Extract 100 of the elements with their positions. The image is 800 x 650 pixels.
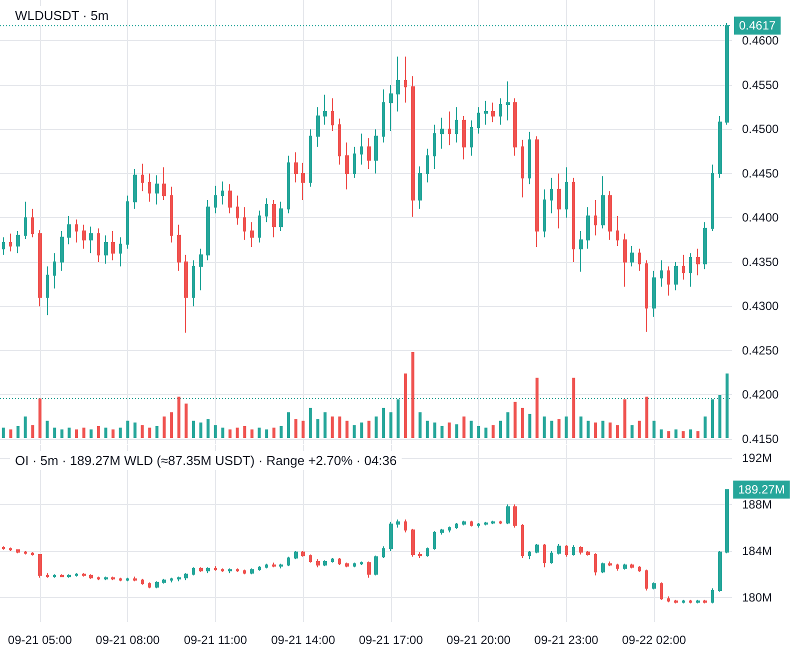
candlestick: [382, 546, 385, 558]
candlestick: [316, 106, 320, 148]
candlestick: [528, 550, 531, 560]
bar: [433, 422, 436, 438]
candlestick: [711, 588, 714, 604]
bar: [579, 416, 582, 438]
candlestick: [579, 230, 583, 272]
x-tick-label: 09-21 17:00: [358, 633, 424, 647]
bar: [586, 420, 590, 438]
candlestick: [491, 102, 495, 123]
bar: [170, 412, 174, 438]
ref-line-label: 0.4617: [739, 18, 776, 33]
candlestick: [67, 215, 71, 245]
candlestick: [382, 88, 385, 143]
bar: [572, 378, 576, 438]
candlestick: [155, 580, 159, 589]
candlestick: [265, 563, 268, 569]
y-tick-label: 188M: [742, 497, 772, 512]
bar: [440, 426, 444, 438]
bar: [9, 429, 12, 438]
candlestick: [711, 164, 714, 232]
bar: [308, 408, 312, 438]
candlestick: [725, 489, 729, 554]
candlestick: [309, 554, 312, 564]
candlestick: [111, 230, 115, 261]
candlestick: [433, 124, 436, 170]
bar: [564, 416, 568, 438]
candlestick: [236, 195, 239, 226]
candlestick: [594, 552, 597, 576]
bar: [492, 425, 495, 438]
candlestick: [206, 566, 210, 574]
y-tick-label: 0.4250: [742, 343, 780, 358]
candlestick: [162, 166, 166, 201]
candlestick: [543, 188, 546, 238]
bar: [133, 422, 136, 438]
bar: [148, 428, 152, 438]
bar: [140, 425, 144, 438]
bar: [250, 429, 254, 438]
bar: [477, 426, 480, 438]
candlestick: [396, 519, 400, 528]
bar: [352, 425, 356, 438]
bar: [345, 420, 348, 438]
candlestick: [199, 566, 203, 572]
bar: [696, 431, 700, 438]
candlestick: [499, 98, 502, 126]
candlestick: [104, 576, 108, 581]
bar: [265, 429, 268, 438]
bar: [418, 412, 422, 438]
x-tick-label: 09-21 11:00: [184, 633, 248, 647]
candlestick: [652, 270, 656, 318]
bar: [411, 352, 414, 438]
bar: [470, 420, 473, 438]
bar: [184, 404, 188, 438]
candlestick: [630, 563, 634, 569]
candlestick: [97, 576, 100, 581]
candlestick: [455, 522, 458, 530]
candlestick: [448, 111, 451, 146]
candlestick: [265, 198, 268, 223]
candlestick: [177, 224, 181, 272]
bar: [704, 416, 707, 438]
candlestick: [133, 168, 137, 210]
candlestick: [250, 568, 254, 575]
candlestick: [214, 566, 217, 572]
candlestick: [82, 572, 86, 578]
candlestick: [214, 185, 217, 214]
candlestick: [38, 554, 42, 578]
candlestick: [323, 94, 327, 126]
y-tick-label: 0.4350: [742, 254, 780, 269]
candlestick: [513, 98, 517, 156]
annotation: 189.27M: [738, 482, 785, 497]
bar: [455, 424, 458, 438]
candlestick: [703, 222, 707, 270]
candlestick: [170, 186, 173, 244]
candlestick: [228, 568, 232, 574]
candlestick: [638, 248, 641, 272]
candlestick: [667, 596, 670, 603]
candlestick: [426, 148, 429, 183]
bar: [324, 412, 327, 438]
candlestick: [287, 155, 290, 214]
candlestick: [46, 572, 49, 578]
candlestick: [418, 166, 422, 210]
bar: [601, 420, 604, 438]
candlestick: [660, 582, 663, 600]
candlestick: [506, 504, 510, 525]
candlestick: [272, 200, 276, 238]
candlestick: [206, 200, 210, 261]
candlestick: [440, 117, 444, 150]
candlestick: [2, 236, 5, 256]
candlestick: [133, 576, 137, 582]
bar: [528, 414, 532, 438]
bar: [506, 412, 510, 438]
candlestick: [331, 98, 334, 132]
bar: [228, 429, 232, 438]
candlestick: [97, 228, 100, 262]
candlestick: [345, 142, 349, 190]
candlestick: [331, 557, 334, 564]
bar: [75, 429, 78, 438]
candlestick: [148, 172, 151, 202]
candlestick: [528, 131, 531, 185]
candlestick: [60, 230, 64, 272]
